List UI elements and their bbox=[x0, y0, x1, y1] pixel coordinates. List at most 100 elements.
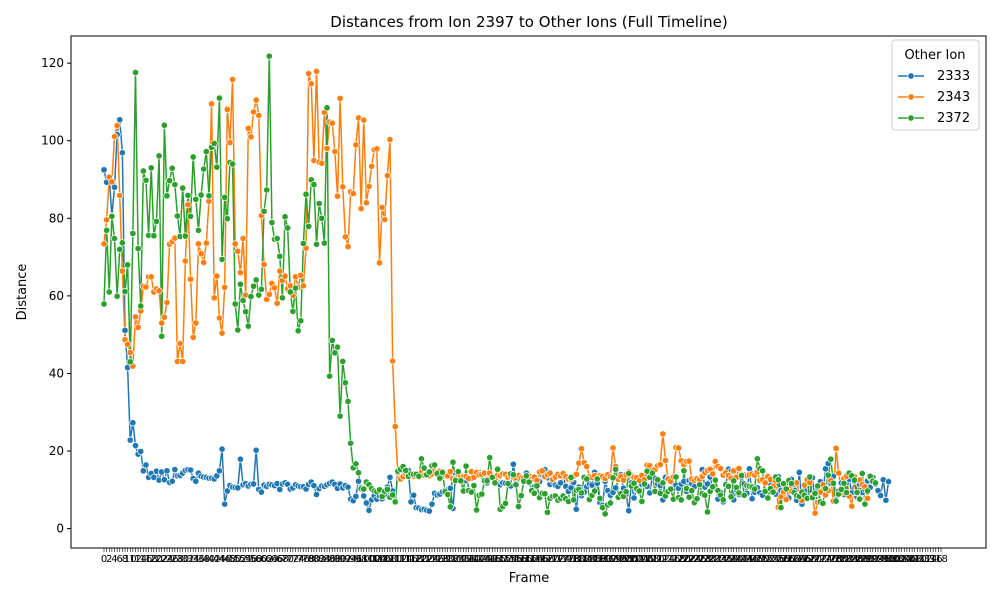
data-point-2372 bbox=[239, 296, 247, 305]
plot-frame bbox=[70, 35, 987, 549]
x-tick-label: 250 bbox=[750, 554, 769, 565]
data-point-2372 bbox=[751, 485, 759, 493]
data-point-2372 bbox=[625, 469, 633, 478]
y-axis-label: Distance bbox=[15, 264, 30, 321]
legend-title: Other Ion bbox=[904, 48, 965, 63]
data-point-2372 bbox=[648, 469, 656, 477]
data-point-2343 bbox=[260, 260, 268, 269]
data-point-2372 bbox=[265, 52, 273, 60]
data-point-2372 bbox=[759, 467, 767, 475]
data-point-2343 bbox=[386, 136, 394, 144]
data-point-2343 bbox=[158, 319, 166, 327]
x-axis-label: Frame bbox=[509, 571, 550, 586]
x-tick-label: 4 bbox=[111, 554, 117, 565]
data-point-2343 bbox=[832, 444, 840, 452]
x-tick-label: 84 bbox=[318, 554, 331, 565]
data-point-2372 bbox=[635, 487, 643, 495]
data-point-2372 bbox=[840, 479, 848, 487]
data-point-2372 bbox=[339, 357, 347, 365]
x-tick-label: 6 bbox=[117, 554, 123, 565]
data-point-2372 bbox=[273, 234, 281, 243]
x-tick-label: 70 bbox=[281, 554, 294, 565]
data-point-2372 bbox=[638, 497, 646, 506]
data-point-2333 bbox=[252, 446, 260, 454]
data-point-2372 bbox=[606, 499, 614, 507]
x-tick-label: 176 bbox=[556, 554, 575, 565]
data-point-2372 bbox=[724, 482, 733, 490]
data-point-2372 bbox=[118, 239, 126, 247]
x-tick-label: 230 bbox=[698, 554, 717, 565]
x-tick-label: 242 bbox=[729, 554, 748, 565]
x-tick-label: 82 bbox=[313, 554, 326, 565]
x-tick-label: 54 bbox=[239, 554, 252, 565]
x-tick-label: 228 bbox=[693, 554, 712, 565]
data-point-2343 bbox=[281, 272, 289, 280]
data-point-2372 bbox=[305, 222, 313, 231]
data-point-2343 bbox=[297, 271, 305, 279]
data-point-2343 bbox=[299, 282, 307, 290]
data-point-2372 bbox=[711, 476, 719, 484]
data-point-2372 bbox=[473, 506, 481, 514]
series-line-2372 bbox=[103, 55, 876, 515]
data-point-2333 bbox=[187, 466, 195, 474]
data-point-2372 bbox=[740, 491, 748, 499]
x-tick-label: 142 bbox=[467, 554, 486, 565]
x-tick-label: 120 bbox=[409, 554, 428, 565]
x-tick-label: 106 bbox=[373, 554, 392, 565]
x-tick-label: 272 bbox=[808, 554, 827, 565]
data-point-2372 bbox=[567, 473, 575, 481]
data-point-2343 bbox=[659, 430, 667, 438]
x-tick-label: 304 bbox=[892, 554, 911, 565]
data-point-2372 bbox=[417, 455, 426, 463]
data-point-2372 bbox=[150, 232, 158, 240]
data-point-2372 bbox=[205, 192, 213, 200]
data-point-2372 bbox=[260, 207, 268, 215]
x-tick-label: 274 bbox=[813, 554, 832, 565]
data-point-2372 bbox=[667, 485, 675, 493]
data-point-2372 bbox=[137, 302, 145, 310]
x-tick-label: 198 bbox=[614, 554, 633, 565]
data-point-2372 bbox=[286, 288, 294, 296]
data-point-2343 bbox=[270, 284, 279, 292]
data-point-2343 bbox=[546, 469, 554, 477]
x-tick-label: 44 bbox=[213, 554, 226, 565]
legend-marker-2372 bbox=[907, 114, 915, 122]
data-point-2333 bbox=[572, 505, 580, 513]
data-point-2333 bbox=[129, 419, 137, 427]
data-point-2372 bbox=[454, 468, 462, 476]
data-point-2343 bbox=[184, 201, 192, 209]
x-tick-label: 98 bbox=[355, 554, 368, 565]
x-tick-label: 174 bbox=[551, 554, 570, 565]
x-tick-label: 34 bbox=[187, 554, 200, 565]
data-point-2372 bbox=[782, 485, 790, 493]
data-point-2372 bbox=[189, 153, 197, 161]
data-point-2333 bbox=[882, 496, 890, 504]
data-point-2372 bbox=[677, 496, 685, 504]
x-tick-label: 104 bbox=[367, 554, 386, 565]
data-point-2372 bbox=[336, 412, 344, 420]
x-tick-label: 114 bbox=[394, 554, 413, 565]
data-point-2372 bbox=[236, 280, 244, 288]
data-point-2372 bbox=[522, 472, 530, 480]
x-tick-label: 186 bbox=[582, 554, 601, 565]
legend-items: 2333 2343 2372 bbox=[898, 69, 970, 126]
x-tick-label: 140 bbox=[462, 554, 481, 565]
data-point-2372 bbox=[515, 502, 523, 511]
data-point-2372 bbox=[478, 490, 486, 498]
data-point-2372 bbox=[124, 261, 132, 269]
x-tick-label: 268 bbox=[798, 554, 817, 565]
x-tick-label: 66 bbox=[271, 554, 284, 565]
data-point-2333 bbox=[126, 436, 134, 444]
data-point-2372 bbox=[158, 332, 166, 340]
plot-markers bbox=[100, 52, 893, 518]
data-point-2333 bbox=[509, 460, 517, 468]
x-tick-label: 108 bbox=[378, 554, 397, 565]
x-tick-label: 296 bbox=[871, 554, 890, 565]
x-tick-label: 110 bbox=[383, 554, 402, 565]
data-point-2343 bbox=[609, 444, 617, 452]
data-point-2343 bbox=[391, 423, 399, 431]
data-point-2343 bbox=[357, 205, 365, 213]
x-tick-label: 10 bbox=[124, 554, 137, 565]
x-tick-label: 210 bbox=[645, 554, 664, 565]
data-point-2372 bbox=[449, 458, 457, 466]
